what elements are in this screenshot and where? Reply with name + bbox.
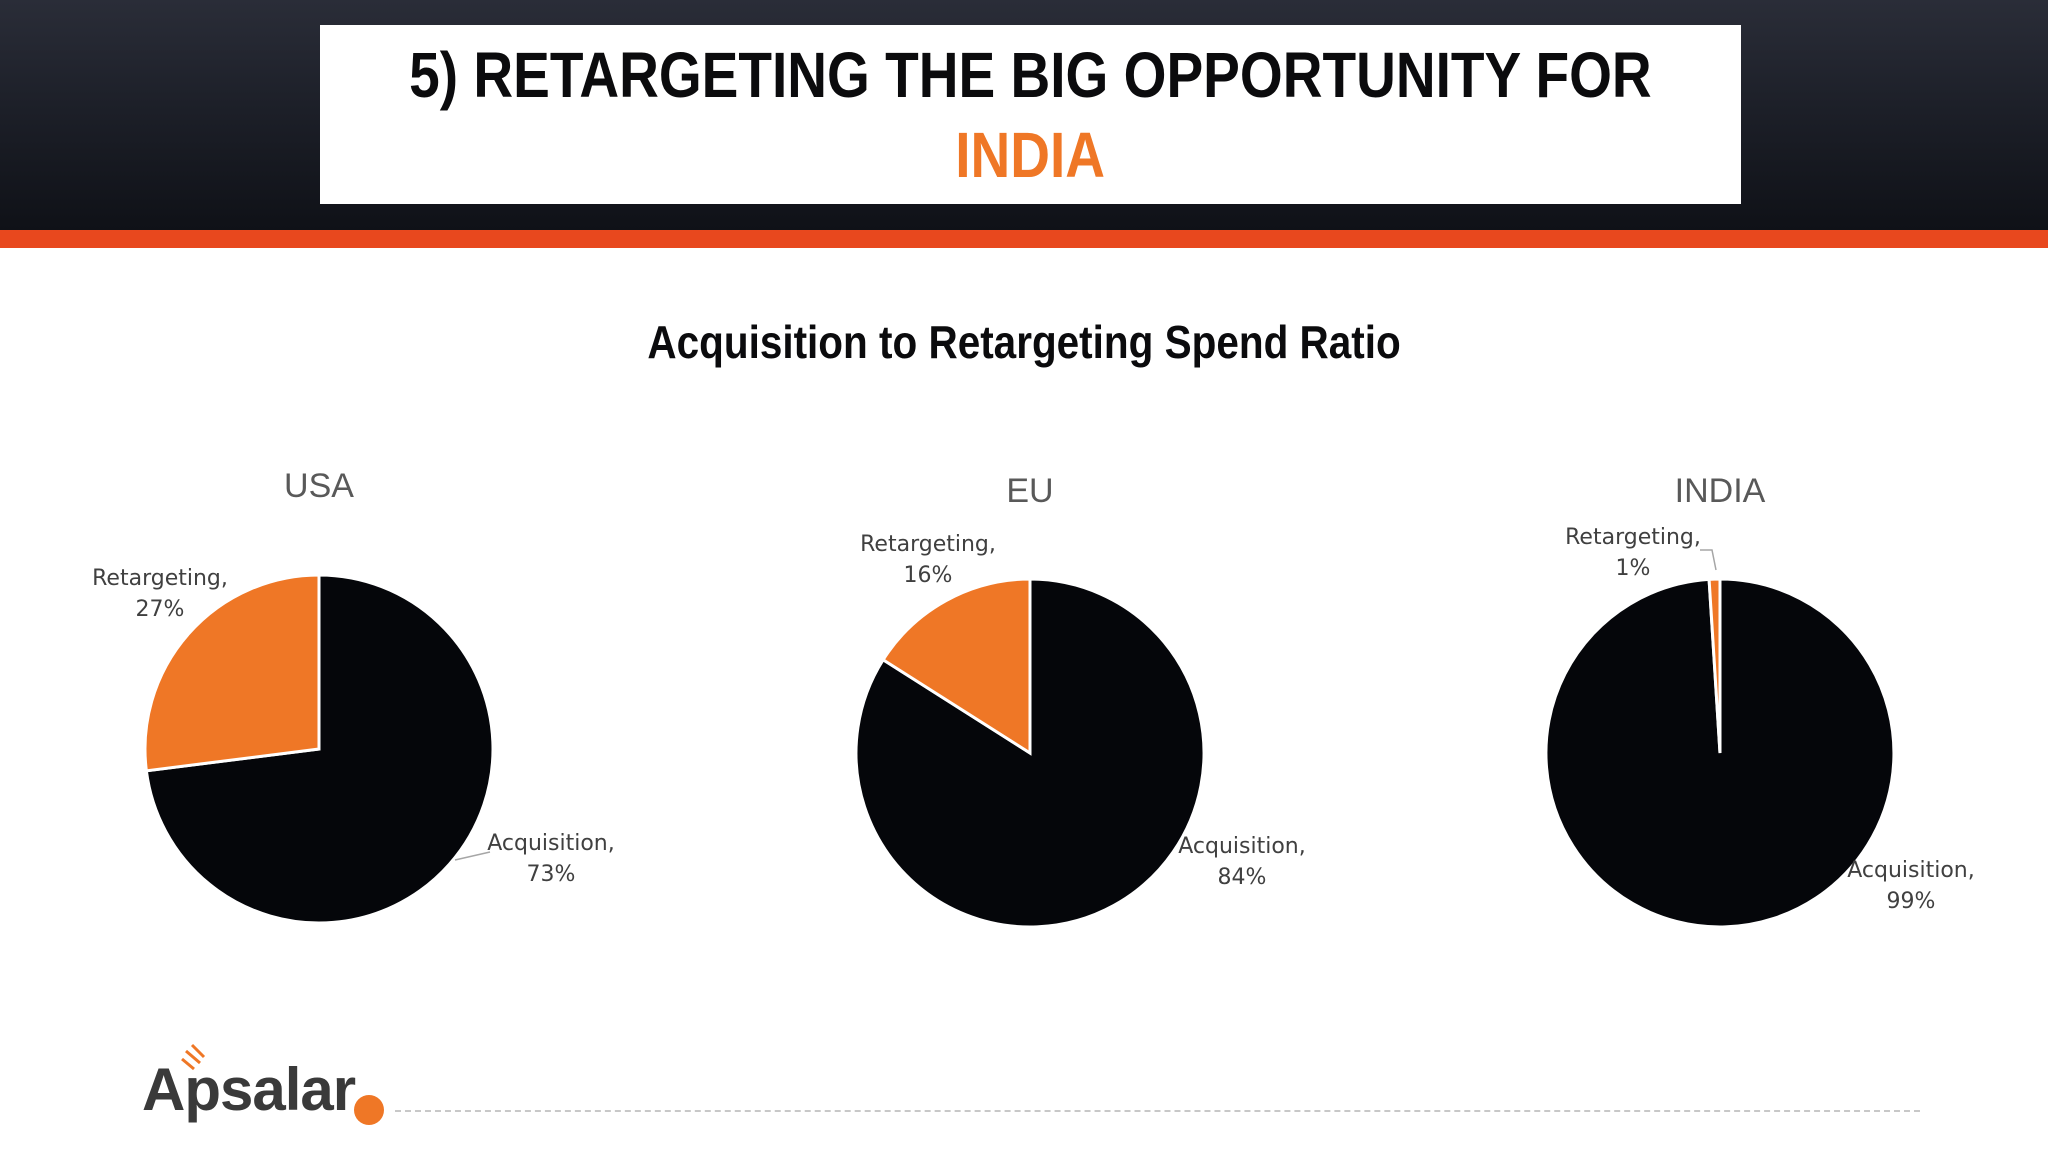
data-label-eu-acquisition: Acquisition, 84% — [1178, 834, 1306, 890]
pie-title-india: INDIA — [1675, 472, 1766, 510]
data-label-usa-retargeting: Retargeting, 27% — [92, 566, 228, 622]
pie-slice-usa-retargeting — [143, 573, 321, 773]
pie-slice-eu-retargeting — [881, 577, 1032, 756]
accent-bar — [0, 230, 2048, 248]
data-label-eu-retargeting: Retargeting, 16% — [860, 532, 996, 588]
chart-title: Acquisition to Retargeting Spend Ratio — [0, 315, 2048, 369]
logo-signal-icon — [181, 1043, 206, 1071]
pie-title-usa: USA — [284, 467, 354, 505]
pie-slice-india-retargeting — [1707, 577, 1722, 754]
logo-text: Apsalar — [142, 1056, 356, 1123]
data-label-india-acquisition: Acquisition, 99% — [1847, 858, 1975, 914]
logo-dot — [354, 1095, 384, 1125]
footer-divider — [395, 1110, 1920, 1112]
chart-title-text: Acquisition to Retargeting Spend Ratio — [647, 316, 1401, 368]
leader-line-usa-acq — [454, 851, 491, 861]
data-label-india-retargeting: Retargeting, 1% — [1565, 525, 1701, 581]
pie-title-eu: EU — [1006, 472, 1053, 510]
slide-title-highlight: INDIA — [955, 118, 1106, 191]
data-label-usa-acquisition: Acquisition, 73% — [487, 831, 615, 887]
leader-line-india-ret — [1700, 549, 1717, 571]
title-box: 5) RETARGETING THE BIG OPPORTUNITY FOR I… — [320, 25, 1741, 204]
slide-title: 5) RETARGETING THE BIG OPPORTUNITY FOR — [409, 38, 1652, 111]
